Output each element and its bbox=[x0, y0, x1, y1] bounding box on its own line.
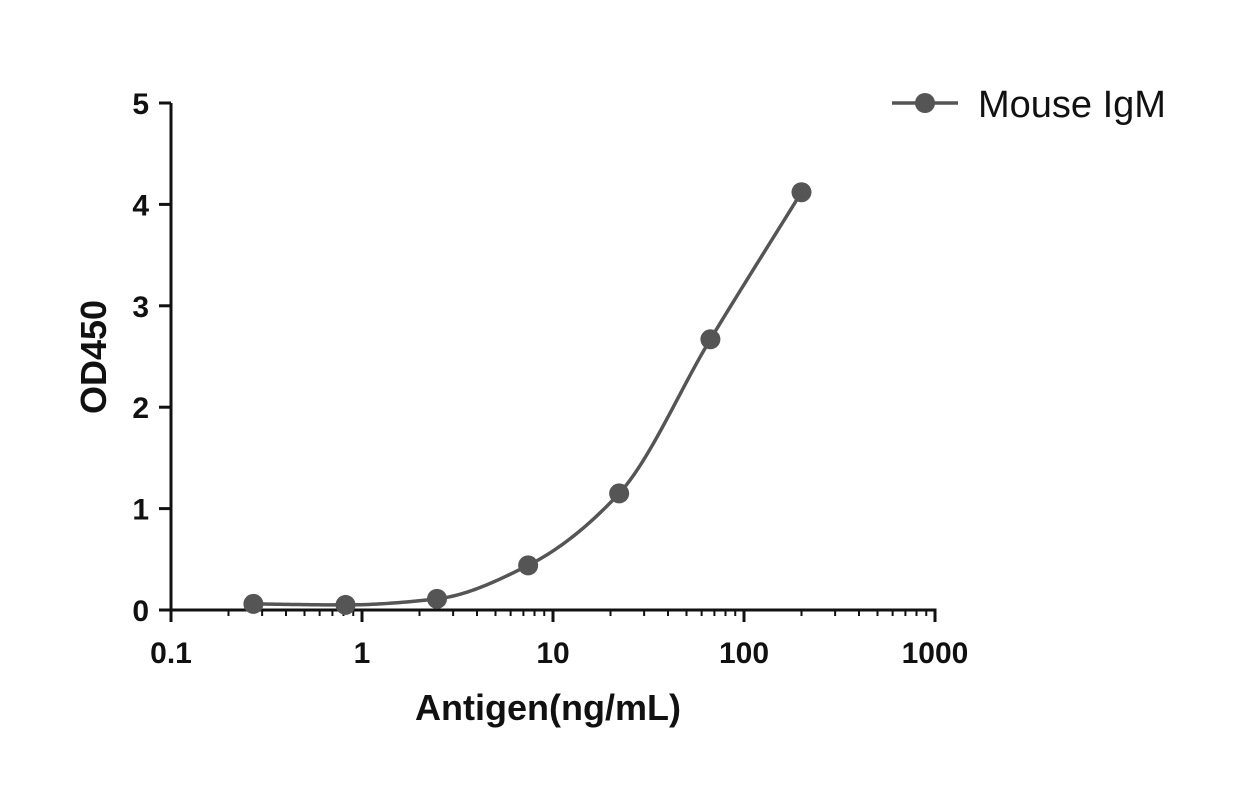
legend-marker bbox=[915, 93, 935, 113]
axes bbox=[169, 103, 937, 612]
legend: Mouse IgM bbox=[892, 84, 1166, 126]
x-tick-label: 10 bbox=[536, 637, 569, 670]
ticks: 0 1 2 3 4 5 0.1 1 10 100 1000 bbox=[132, 88, 968, 670]
y-tick-label: 0 bbox=[132, 595, 149, 628]
y-axis-title: OD450 bbox=[73, 300, 114, 414]
y-tick-label: 4 bbox=[132, 189, 149, 222]
data-point bbox=[609, 483, 630, 504]
y-tick-label: 5 bbox=[132, 88, 149, 121]
x-tick-label: 1 bbox=[354, 637, 371, 670]
y-tick-label: 1 bbox=[132, 494, 149, 527]
x-tick-label: 100 bbox=[719, 637, 769, 670]
y-tick-label: 2 bbox=[132, 392, 149, 425]
x-tick-label: 0.1 bbox=[150, 637, 192, 670]
data-point bbox=[427, 588, 448, 609]
x-axis-title: Antigen(ng/mL) bbox=[415, 687, 681, 728]
data-point bbox=[335, 594, 356, 615]
y-tick-label: 3 bbox=[132, 291, 149, 324]
data-point bbox=[243, 593, 264, 614]
fit-curves bbox=[253, 191, 803, 607]
fit-curve bbox=[253, 191, 803, 607]
legend-label: Mouse IgM bbox=[978, 84, 1166, 126]
x-tick-label: 1000 bbox=[902, 637, 969, 670]
data-point bbox=[700, 329, 721, 350]
data-point bbox=[791, 182, 812, 203]
data-points bbox=[243, 182, 812, 615]
data-point bbox=[518, 555, 539, 576]
